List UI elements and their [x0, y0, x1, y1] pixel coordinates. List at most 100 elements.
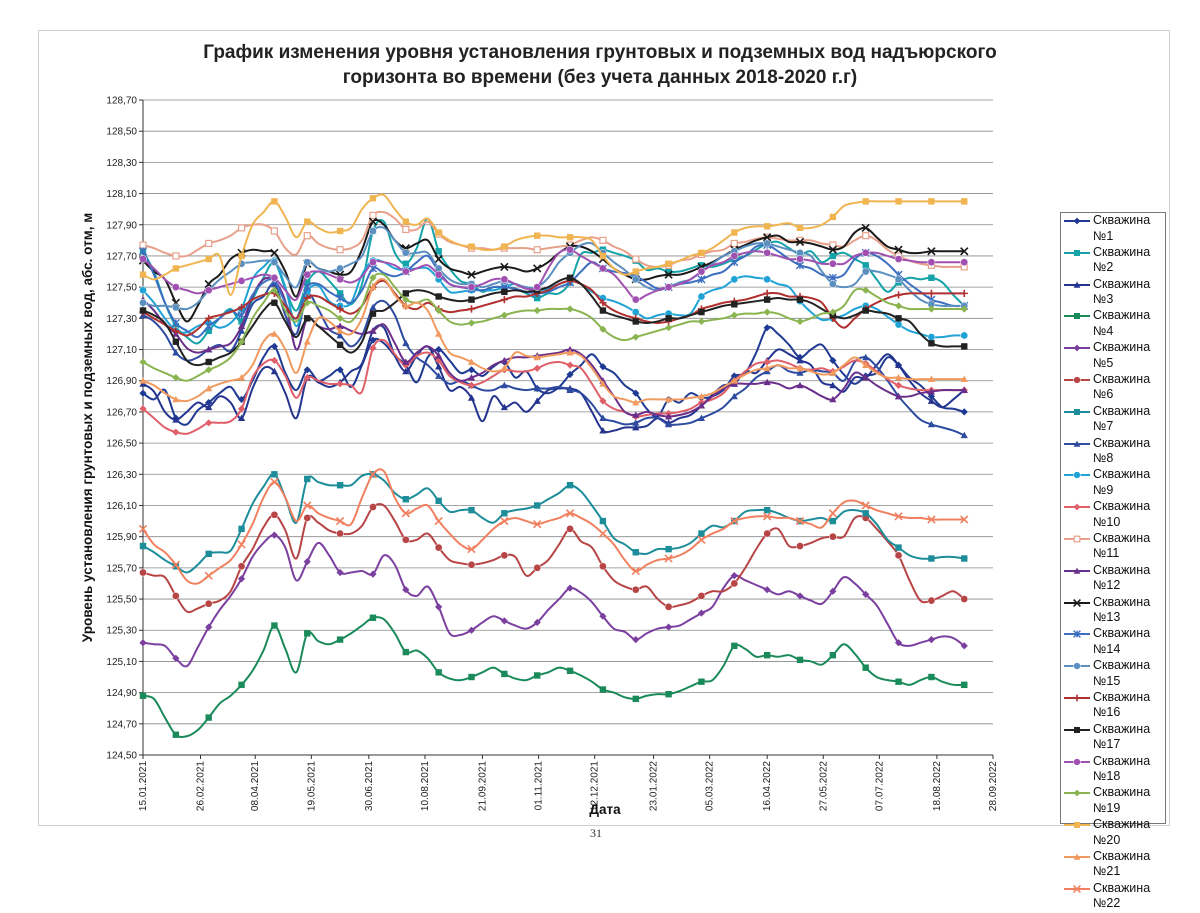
data-point [533, 353, 541, 361]
data-point [205, 714, 212, 721]
data-point [1073, 598, 1081, 607]
legend-label: Скважина №8 [1093, 435, 1151, 466]
data-point [730, 579, 739, 588]
data-point [960, 258, 969, 267]
data-point [1073, 535, 1081, 543]
series-21 [139, 278, 968, 406]
data-point [960, 305, 968, 313]
data-point [763, 358, 771, 366]
data-point [500, 296, 508, 304]
line-chart: 124,50 124,70 124,90 125,10 125,30 125,50 125,… [80, 96, 999, 818]
data-point [172, 303, 180, 312]
y-tick-label: 128,30 [106, 158, 137, 169]
data-point [336, 293, 345, 303]
data-point [632, 419, 640, 426]
data-point [664, 602, 673, 611]
data-point [632, 333, 640, 341]
data-point [369, 614, 377, 621]
data-point [369, 327, 377, 334]
data-point [762, 512, 772, 521]
data-point [763, 275, 772, 284]
data-point [500, 551, 509, 560]
data-point [205, 398, 213, 407]
data-point [369, 336, 377, 344]
data-point [1073, 376, 1081, 384]
legend-item: Скважина №8 [1061, 436, 1165, 468]
data-point [566, 305, 574, 313]
data-point [139, 241, 147, 249]
data-point [501, 510, 508, 517]
data-point [435, 603, 443, 611]
data-point [763, 324, 771, 332]
x-tick-label: 19.05.2021 [306, 761, 317, 811]
legend-item: Скважина №2 [1061, 245, 1165, 277]
data-point [139, 568, 147, 577]
data-point [204, 599, 213, 608]
y-tick-label: 126,50 [106, 439, 137, 450]
data-point [401, 248, 410, 257]
data-point [205, 384, 213, 392]
data-point [467, 358, 476, 365]
y-tick-label: 124,90 [106, 688, 137, 699]
x-tick-label: 28.09.2022 [988, 761, 999, 811]
data-point [271, 622, 278, 629]
y-tick-label: 127,70 [106, 251, 137, 262]
data-point [894, 320, 903, 329]
data-point [862, 510, 869, 517]
data-point [632, 268, 639, 275]
data-point [238, 252, 245, 260]
data-point [697, 609, 706, 617]
data-point [927, 397, 936, 404]
legend-swatch [1064, 503, 1090, 511]
data-point [139, 298, 147, 307]
data-point [829, 532, 837, 541]
data-point [730, 377, 738, 384]
legend-swatch [1064, 249, 1090, 256]
data-point [928, 555, 935, 562]
data-point [796, 656, 804, 664]
data-point [139, 692, 147, 699]
data-point [697, 402, 706, 409]
data-point [172, 373, 180, 382]
data-point [631, 585, 640, 594]
data-point [336, 636, 344, 643]
data-point [303, 299, 311, 307]
data-point [237, 277, 246, 285]
data-point [139, 542, 147, 550]
data-point [665, 690, 672, 698]
data-point [204, 286, 213, 295]
y-tick-label: 125,10 [106, 657, 137, 668]
data-point [500, 381, 508, 389]
series-line [142, 324, 965, 434]
legend-item: Скважина №1 [1061, 213, 1165, 245]
data-point [960, 408, 968, 416]
data-point [467, 626, 476, 634]
data-point [467, 319, 476, 327]
legend-item: Скважина №18 [1061, 754, 1165, 786]
series-8 [139, 280, 968, 439]
series-line [142, 225, 965, 311]
legend-item: Скважина №7 [1061, 404, 1165, 436]
data-point [928, 274, 935, 281]
data-point [664, 283, 673, 291]
data-point [632, 389, 640, 397]
data-point [435, 330, 443, 337]
data-point [435, 669, 442, 676]
data-point [763, 248, 772, 257]
data-point [697, 392, 706, 400]
data-point [238, 318, 245, 325]
data-point [894, 361, 903, 368]
data-point [862, 198, 869, 205]
data-point [894, 275, 903, 284]
data-point [138, 524, 148, 534]
data-point [467, 544, 476, 554]
data-point [303, 258, 312, 267]
data-point [303, 270, 312, 279]
data-point [172, 416, 180, 423]
data-point [467, 560, 476, 569]
x-tick-label: 23.01.2022 [649, 761, 660, 811]
data-point [205, 255, 212, 263]
data-point [599, 562, 607, 571]
data-point [862, 361, 870, 368]
data-point [238, 525, 245, 533]
